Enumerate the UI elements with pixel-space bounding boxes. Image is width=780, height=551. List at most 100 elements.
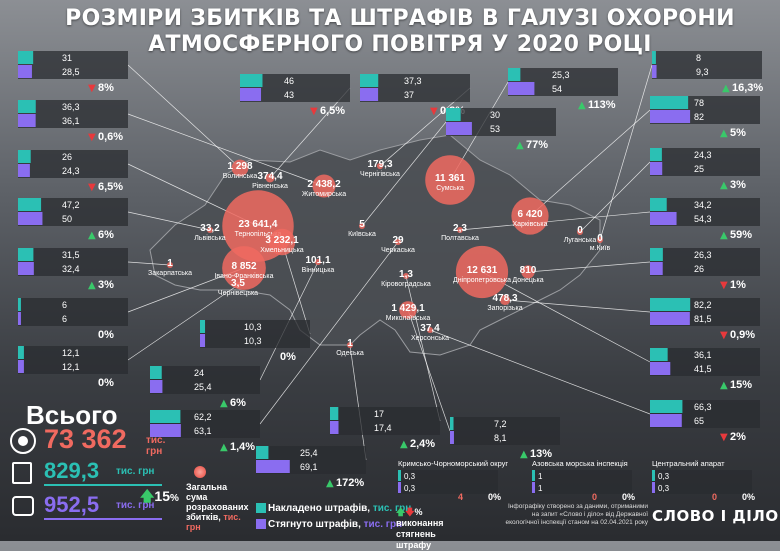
loss-value: 0	[577, 225, 583, 236]
totals-heading: Всього	[26, 400, 118, 430]
region-name: Рівненська	[252, 182, 288, 190]
region-name: Івано-Франківська	[214, 272, 273, 280]
loss-value: 12 631	[467, 265, 498, 276]
legend-pct-text: 🡅🡇% виконання стягнень штрафу	[396, 507, 444, 550]
legend-fined-text: Накладено штрафів, тис. грн	[268, 503, 412, 514]
region-box-bg	[18, 248, 128, 276]
fined-bar	[18, 298, 21, 311]
collected-bar	[650, 414, 682, 427]
up-arrow-icon: ▲	[220, 398, 228, 409]
collected-value: 50	[62, 214, 72, 224]
loss-bubble	[231, 159, 249, 177]
callout-line	[127, 211, 211, 231]
pct-value: 59%	[730, 229, 752, 241]
pct-value: 0%	[280, 351, 296, 363]
loss-bubble	[347, 342, 353, 348]
collected-bar	[150, 380, 163, 393]
collected-value: 10,3	[244, 336, 262, 346]
logo: СЛОВО І ДІЛО	[652, 507, 779, 525]
footer-note: Інфографіку створено за даними, отримани…	[505, 503, 648, 526]
fined-bar	[650, 298, 691, 311]
loss-bubble	[457, 227, 463, 233]
region-name: Хмельницька	[260, 247, 304, 254]
loss-value: 29	[392, 235, 404, 246]
fined-bar	[652, 470, 655, 481]
collected-bar	[18, 114, 36, 127]
region-name: Дніпропетровська	[453, 276, 511, 284]
region-name: Миколаївська	[386, 315, 431, 322]
collected-bar	[18, 212, 43, 225]
ukraine-map	[149, 134, 601, 356]
callout-line	[429, 329, 651, 415]
region-name: Полтавська	[441, 235, 479, 242]
callout-line	[405, 275, 441, 422]
loss-value: 0	[597, 233, 603, 244]
fined-bar	[330, 407, 339, 420]
down-arrow-icon: ▼	[720, 330, 728, 341]
down-arrow-icon: ▼	[88, 182, 96, 193]
fined-value: 8	[696, 53, 701, 63]
fined-bar	[18, 51, 34, 64]
loss-value: 23 641,4	[239, 219, 278, 230]
pct-value: 172%	[336, 477, 364, 489]
collected-bar	[398, 482, 401, 493]
totals-fined-row: 829,3 тис. грн	[8, 458, 178, 488]
pct-value: 6,5%	[98, 181, 123, 193]
loss-value: 374,4	[257, 171, 282, 182]
region-name: Львівська	[194, 234, 226, 242]
pct-value: 5%	[730, 127, 746, 139]
region-box-bg	[18, 346, 128, 374]
region-name: Луганська	[564, 237, 597, 244]
inspection-box-bg	[398, 470, 498, 494]
collected-bar	[200, 334, 206, 347]
callout-line	[127, 261, 171, 266]
fined-bar	[450, 417, 454, 430]
totals-losses-unit: тис. грн	[146, 435, 166, 457]
eye-icon	[10, 428, 36, 454]
fined-bar	[150, 410, 181, 423]
region-box-bg	[360, 74, 470, 102]
money-icon	[12, 496, 34, 516]
collected-bar	[650, 162, 663, 175]
up-arrow-icon: ▲	[88, 230, 96, 241]
loss-value: 8 852	[231, 261, 256, 272]
callout-line	[127, 284, 239, 361]
fined-value: 24,3	[694, 150, 712, 160]
fined-value: 36,3	[62, 102, 80, 112]
up-arrow-icon: ▲	[220, 442, 228, 453]
loss-bubble	[312, 174, 336, 198]
collected-value: 0,3	[404, 484, 416, 493]
collected-value: 24,3	[62, 166, 80, 176]
fined-bar	[256, 446, 269, 459]
collected-value: 54	[552, 84, 562, 94]
collected-bar	[18, 164, 30, 177]
collected-bar	[532, 482, 535, 493]
region-name: Вінницька	[302, 266, 335, 274]
fined-bar	[532, 470, 535, 481]
collected-value: 54,3	[694, 214, 712, 224]
title-line-1: Розміри збитків та штрафів в галузі охор…	[65, 6, 735, 31]
collected-value: 28,5	[62, 67, 80, 77]
callout-line	[481, 271, 651, 363]
loss-value: 37,4	[420, 323, 440, 334]
pct-value: 1,4%	[230, 441, 255, 453]
pct-value: 0%	[98, 329, 114, 341]
fined-bar	[240, 74, 263, 87]
fined-bar	[200, 320, 206, 333]
callout-line	[599, 64, 653, 241]
fined-value: 34,2	[694, 200, 712, 210]
callout-line	[349, 344, 367, 461]
loss-bubble	[268, 228, 296, 256]
region-name: Сумська	[436, 185, 464, 192]
collected-bar	[360, 88, 379, 101]
collected-value: 32,4	[62, 264, 80, 274]
loss-value: 1 298	[227, 161, 252, 172]
callout-line	[529, 109, 651, 217]
region-name: Чернівецька	[218, 289, 258, 297]
pct-value: 0%	[742, 492, 755, 502]
region-name: м.Київ	[590, 245, 611, 252]
region-box-bg	[18, 150, 128, 178]
fined-bar	[652, 51, 656, 64]
loss-value: 2,3	[453, 223, 467, 234]
